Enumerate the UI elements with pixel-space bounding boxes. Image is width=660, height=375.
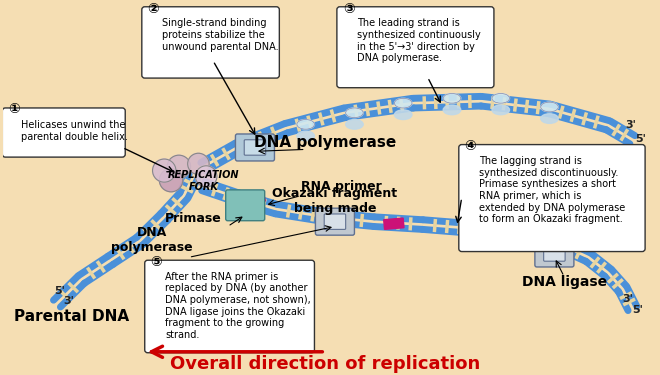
Text: 3': 3' — [622, 294, 634, 304]
Text: 3': 3' — [64, 296, 75, 306]
Text: 5': 5' — [636, 134, 646, 144]
FancyBboxPatch shape — [324, 214, 346, 230]
Circle shape — [167, 155, 191, 178]
Text: After the RNA primer is
replaced by DNA (by another
DNA polymerase, not shown),
: After the RNA primer is replaced by DNA … — [165, 272, 311, 340]
Text: Overall direction of replication: Overall direction of replication — [170, 355, 480, 373]
Text: 5': 5' — [632, 305, 644, 315]
Text: Okazaki fragment
being made: Okazaki fragment being made — [273, 187, 397, 215]
Text: REPLICATION
FORK: REPLICATION FORK — [168, 170, 239, 192]
Text: ③: ③ — [343, 2, 354, 15]
Text: 3': 3' — [626, 120, 636, 130]
FancyBboxPatch shape — [3, 108, 125, 157]
Ellipse shape — [297, 131, 314, 141]
Text: ①: ① — [8, 102, 20, 116]
Text: RNA primer: RNA primer — [301, 180, 381, 193]
Text: Helicases unwind the
parental double helix.: Helicases unwind the parental double hel… — [21, 120, 128, 142]
Ellipse shape — [444, 105, 461, 115]
FancyBboxPatch shape — [145, 260, 314, 353]
Ellipse shape — [395, 98, 412, 108]
Circle shape — [195, 166, 217, 187]
FancyBboxPatch shape — [142, 7, 279, 78]
Text: Single-strand binding
proteins stabilize the
unwound parental DNA.: Single-strand binding proteins stabilize… — [162, 18, 279, 51]
Circle shape — [159, 169, 183, 192]
Ellipse shape — [541, 114, 558, 123]
Circle shape — [152, 159, 176, 182]
FancyBboxPatch shape — [337, 7, 494, 88]
FancyBboxPatch shape — [315, 208, 354, 235]
FancyBboxPatch shape — [459, 145, 645, 252]
Text: Parental DNA: Parental DNA — [14, 309, 129, 324]
Bar — [240, 192, 265, 207]
Ellipse shape — [492, 105, 510, 115]
FancyBboxPatch shape — [244, 140, 266, 155]
Text: DNA
polymerase: DNA polymerase — [111, 226, 192, 254]
Text: ⑤: ⑤ — [150, 255, 162, 269]
Ellipse shape — [444, 93, 461, 103]
Ellipse shape — [346, 120, 363, 129]
FancyBboxPatch shape — [535, 240, 574, 267]
FancyBboxPatch shape — [226, 190, 265, 221]
Ellipse shape — [346, 108, 363, 118]
Ellipse shape — [297, 120, 314, 129]
Circle shape — [187, 153, 209, 174]
Text: 5': 5' — [54, 286, 65, 296]
Text: Primase: Primase — [165, 211, 222, 225]
Ellipse shape — [395, 110, 412, 120]
Text: DNA polymerase: DNA polymerase — [254, 135, 396, 150]
Text: ④: ④ — [465, 140, 477, 153]
Text: ②: ② — [148, 2, 160, 15]
Bar — [383, 218, 404, 229]
Text: The leading strand is
synthesized continuously
in the 5'→3' direction by
DNA pol: The leading strand is synthesized contin… — [357, 18, 481, 63]
FancyBboxPatch shape — [544, 246, 565, 261]
Text: The lagging strand is
synthesized discontinuously.
Primase synthesizes a short
R: The lagging strand is synthesized discon… — [479, 156, 626, 224]
Ellipse shape — [492, 93, 510, 103]
Ellipse shape — [541, 102, 558, 112]
Text: DNA ligase: DNA ligase — [521, 275, 607, 289]
FancyBboxPatch shape — [236, 134, 275, 161]
